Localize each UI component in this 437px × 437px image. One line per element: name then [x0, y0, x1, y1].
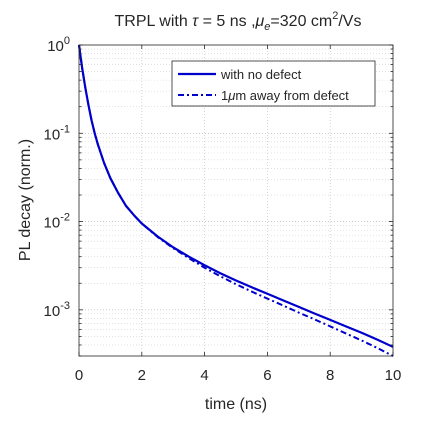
y-tick-label: 10-2: [44, 212, 70, 232]
x-axis-label: time (ns): [205, 396, 267, 413]
legend-dashdot-mu: μ: [227, 88, 235, 103]
y-tick-label: 10-3: [44, 300, 70, 320]
chart-title: TRPL with τ = 5 ns ,μe=320 cm2/Vs: [115, 10, 362, 33]
x-tick-label: 4: [200, 367, 208, 384]
y-tick-label: 10-1: [44, 123, 70, 143]
legend-label-solid: with no defect: [220, 67, 302, 82]
title-mu-exp: 2: [332, 10, 338, 22]
legend: with no defect 1μm away from defect: [171, 60, 376, 107]
legend-dashdot-prefix: 1: [221, 88, 228, 103]
title-prefix: TRPL with: [115, 13, 193, 30]
x-tick-label: 6: [263, 367, 271, 384]
title-tau-value: = 5 ns ,: [198, 13, 255, 30]
x-tick-label: 10: [385, 367, 402, 384]
title-mu-value: =320 cm: [270, 13, 332, 30]
x-tick-label: 2: [138, 367, 146, 384]
title-tau: τ: [192, 13, 199, 30]
data-curves: [77, 44, 394, 357]
title-mu-sub: e: [264, 21, 270, 33]
x-tick-label: 8: [326, 367, 334, 384]
axis-ticks: 0 2 4 6 8 10 100 10-1 10-2 10-3: [44, 35, 402, 384]
title-mu: μ: [255, 13, 265, 30]
y-axis-label: PL decay (norm.): [17, 139, 34, 261]
title-mu-unit: /Vs: [338, 13, 361, 30]
y-tick-label: 100: [47, 35, 70, 55]
series-line-near-defect: [78, 44, 394, 357]
x-tick-label: 0: [75, 367, 83, 384]
legend-box: [171, 60, 376, 107]
plot-frame: [78, 44, 394, 357]
legend-label-dashdot: 1μm away from defect: [221, 88, 349, 103]
legend-dashdot-suffix: m away from defect: [235, 88, 349, 103]
